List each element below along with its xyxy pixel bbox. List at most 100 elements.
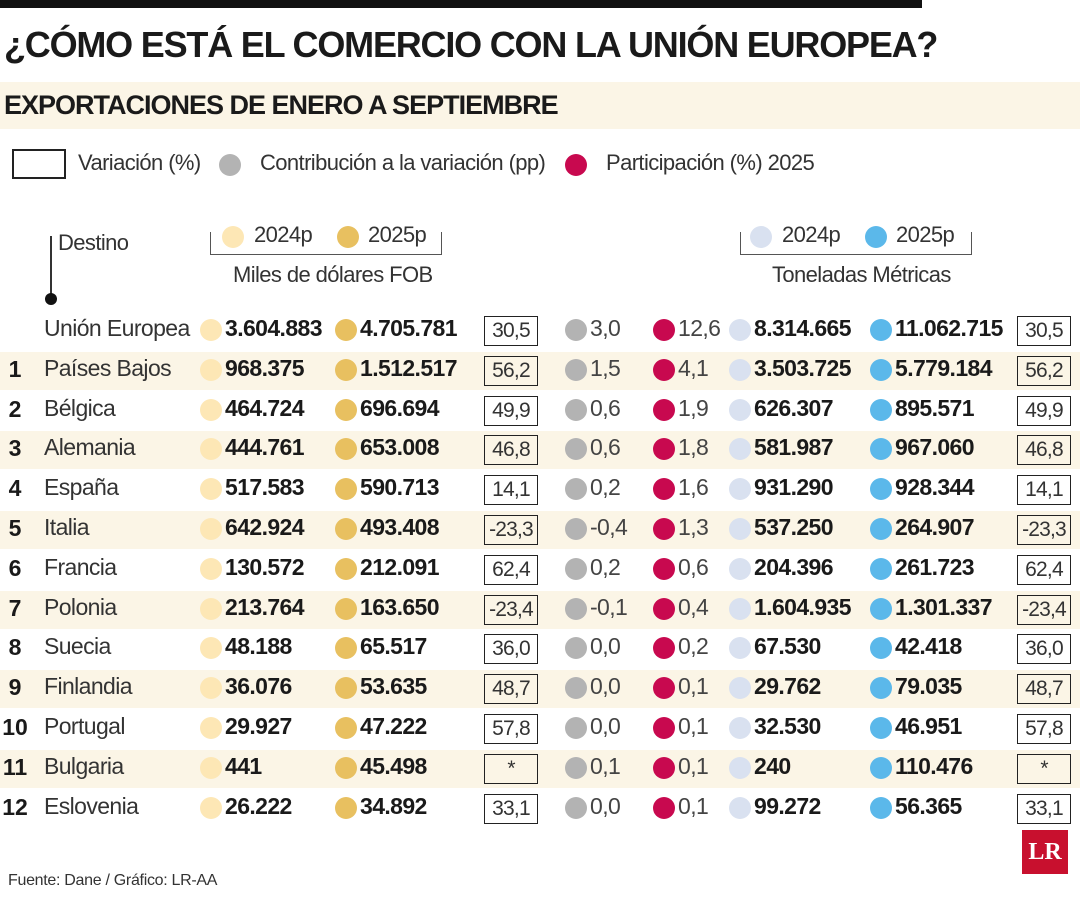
dot [335,438,357,461]
dot [653,319,675,341]
legend-dot [222,226,244,248]
tons-2024: 99.272 [754,792,821,819]
tons-2025: 56.365 [895,792,962,819]
dot [729,438,751,461]
row-background [0,431,1080,470]
dot [729,319,751,341]
tons-variation: 30,5 [1017,316,1071,346]
tons-2025: 46.951 [895,713,962,739]
rank: 6 [8,554,22,581]
usd-2025: 65.517 [360,633,427,660]
usd-2024: 464.724 [225,394,305,421]
dot [729,557,751,580]
destination: Portugal [44,713,125,739]
tons-2024: 8.314.665 [754,315,852,341]
variation: 48,7 [484,674,538,705]
top-bar [0,0,922,8]
usd-2024: 26.222 [225,792,292,819]
share: 0,4 [678,593,709,620]
dot [565,796,587,819]
tons-variation: -23,4 [1017,594,1071,625]
dot [565,597,587,620]
destination: Suecia [44,633,111,660]
usd-2024: 642.924 [225,514,305,540]
dot [335,319,357,341]
column-header: 2024p [254,222,313,247]
dot [870,398,892,421]
dot [653,478,675,501]
variation: 57,8 [484,714,538,744]
destination: Unión Europea [44,315,190,341]
dot [870,677,892,700]
variation: -23,4 [484,594,538,625]
usd-2024: 3.604.883 [225,315,323,341]
usd-2024: 441 [225,752,262,779]
dot [729,756,751,779]
dot [200,478,222,501]
share: 1,3 [678,514,709,540]
dot [335,677,357,700]
dot [729,358,751,381]
dot [335,478,357,501]
share: 1,9 [678,394,709,421]
column-header: Destino [58,230,129,255]
rank: 4 [8,475,22,502]
tons-variation: 33,1 [1017,793,1071,824]
row-background [0,351,1080,390]
contribution: 0,0 [590,673,621,700]
tons-2024: 204.396 [754,553,834,580]
dot [200,637,222,660]
dot [200,756,222,779]
dot [335,557,357,580]
destination: Eslovenia [44,792,139,819]
destination: Bulgaria [44,752,124,779]
dot [565,358,587,381]
dot [335,358,357,381]
usd-2025: 47.222 [360,713,427,739]
dot [870,518,892,540]
destination-line [50,236,52,298]
contribution: 1,5 [590,354,621,381]
tons-2025: 5.779.184 [895,354,993,381]
dot [200,319,222,341]
rank: 3 [8,435,22,462]
dot [653,518,675,540]
share: 4,1 [678,354,709,381]
rank: 5 [8,515,22,541]
dot [565,398,587,421]
tons-2024: 240 [754,752,791,779]
contribution: 0,6 [590,394,621,421]
rank: 8 [8,634,22,661]
destination: Alemania [44,434,136,461]
tons-2024: 32.530 [754,713,821,739]
variation: 56,2 [484,355,538,386]
column-header: 2025p [368,222,427,247]
dot [200,518,222,540]
column-header: 2024p [782,222,841,247]
destination: Italia [44,514,90,540]
destination: Países Bajos [44,354,172,381]
dot [653,597,675,620]
tons-2024: 581.987 [754,434,834,461]
tons-2024: 931.290 [754,474,834,501]
tons-2025: 967.060 [895,434,975,461]
tons-2024: 537.250 [754,514,834,540]
variation: 49,9 [484,395,538,426]
dot [200,796,222,819]
dot [729,717,751,739]
usd-2025: 4.705.781 [360,315,458,341]
variation: 36,0 [484,634,538,665]
contribution: 0,0 [590,792,621,819]
contribution: 0,1 [590,752,621,779]
share: 0,1 [678,752,709,779]
tons-variation: 48,7 [1017,674,1071,705]
dot [335,518,357,540]
dot [565,717,587,739]
rank: 10 [2,714,28,740]
contribution: 0,0 [590,713,621,739]
variation: -23,3 [484,515,538,545]
variation: 62,4 [484,554,538,585]
tons-2025: 1.301.337 [895,593,993,620]
tons-2025: 42.418 [895,633,962,660]
